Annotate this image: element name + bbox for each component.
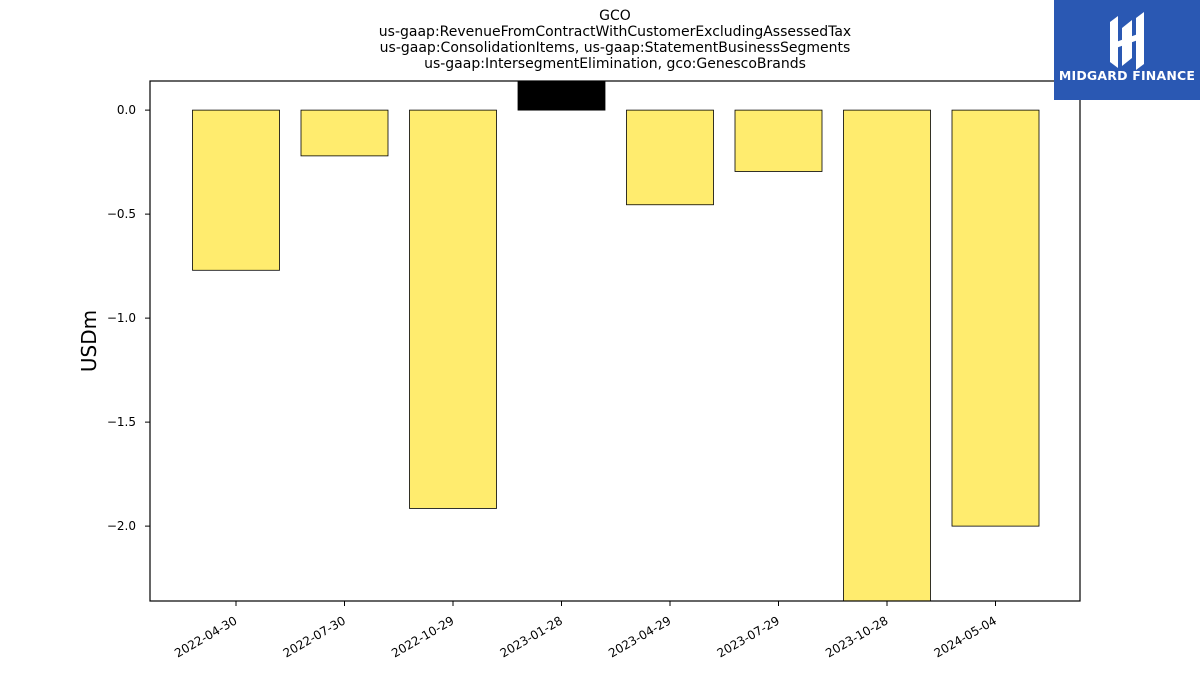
- midgard-finance-logo: MIDGARD FINANCE: [1054, 0, 1200, 100]
- y-tick-label: 0.0: [117, 103, 136, 117]
- y-tick-label: −1.0: [107, 311, 136, 325]
- bar-2023-10-28: [843, 109, 931, 602]
- x-tick-label: 2024-05-04: [932, 613, 999, 660]
- x-tick-label: 2022-04-30: [172, 613, 239, 660]
- x-tick-label: 2023-01-28: [498, 613, 565, 660]
- chart-title-line-4: us-gaap:IntersegmentElimination, gco:Gen…: [424, 56, 806, 72]
- bar-2022-04-30: [192, 109, 280, 271]
- y-tick-label: −2.0: [107, 519, 136, 533]
- bar-2024-05-04: [951, 109, 1040, 527]
- y-axis-label: USDm: [77, 310, 101, 372]
- x-tick-label: 2022-07-30: [281, 613, 348, 660]
- bar-2023-01-28: [517, 80, 606, 111]
- chart-title-line-2: us-gaap:RevenueFromContractWithCustomerE…: [378, 24, 852, 40]
- x-tick-label: 2023-07-29: [715, 613, 782, 660]
- chart-title-line-1: GCO: [599, 8, 631, 24]
- x-tick-label: 2022-10-29: [389, 613, 456, 660]
- bar-2023-04-29: [626, 109, 714, 206]
- midgard-logo-icon: [1110, 12, 1144, 70]
- y-tick-label: −1.5: [107, 415, 136, 429]
- bar-2022-10-29: [409, 109, 497, 509]
- y-tick-label: −0.5: [107, 207, 136, 221]
- plot-frame: [149, 80, 1081, 602]
- x-tick-label: 2023-04-29: [606, 613, 673, 660]
- bar-2023-07-29: [734, 109, 823, 172]
- logo-text: MIDGARD FINANCE: [1058, 68, 1196, 83]
- chart-title-line-3: us-gaap:ConsolidationItems, us-gaap:Stat…: [379, 40, 851, 56]
- x-tick-label: 2023-10-28: [823, 613, 890, 660]
- bar-2022-07-30: [300, 109, 389, 157]
